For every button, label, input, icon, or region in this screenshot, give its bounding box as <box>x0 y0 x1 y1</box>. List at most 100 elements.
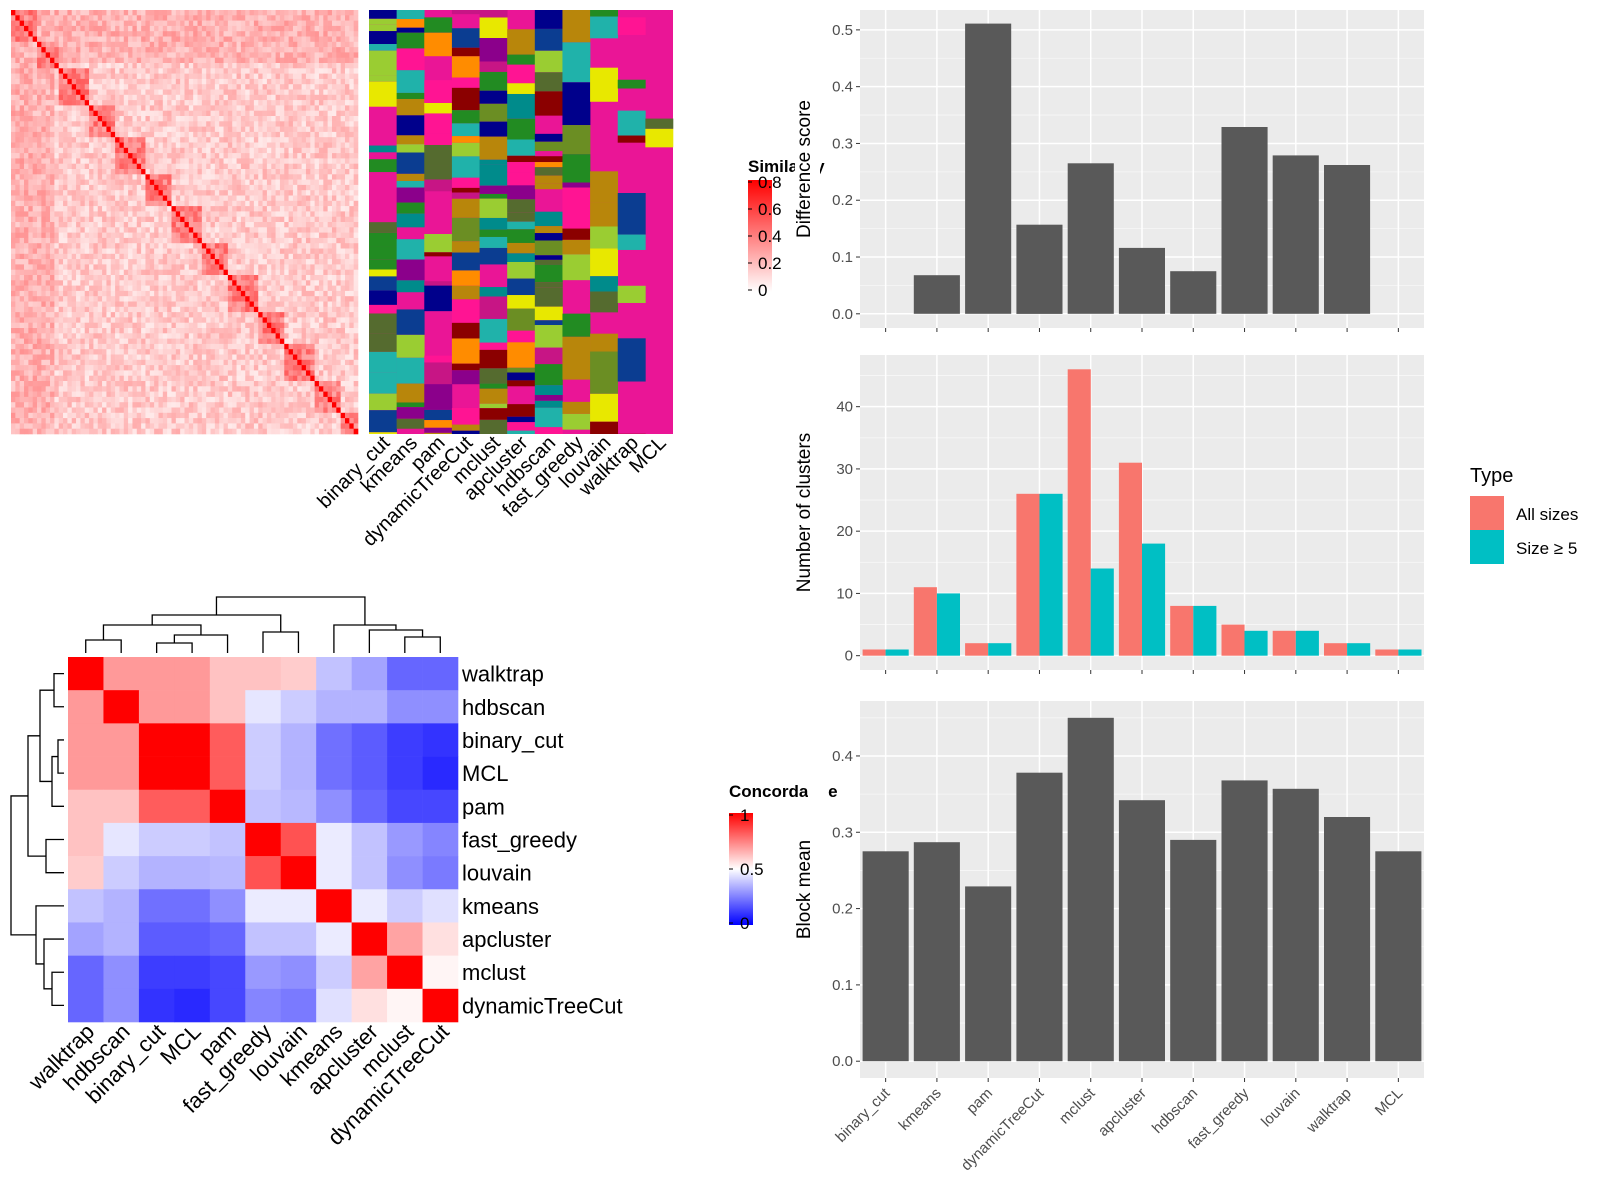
similarity-cell <box>314 179 320 186</box>
similarity-cell <box>327 248 333 255</box>
similarity-cell <box>236 68 242 74</box>
similarity-cell <box>340 312 346 318</box>
similarity-cell <box>171 169 177 175</box>
similarity-cell <box>119 301 125 308</box>
similarity-cell <box>227 78 233 85</box>
similarity-cell <box>232 232 237 239</box>
similarity-cell <box>58 184 64 191</box>
similarity-cell <box>184 131 190 138</box>
similarity-cell <box>128 52 133 58</box>
similarity-cell <box>123 285 129 292</box>
similarity-cell <box>93 312 99 318</box>
similarity-cell <box>162 137 168 143</box>
similarity-cell <box>19 47 25 53</box>
similarity-cell <box>271 200 276 207</box>
similarity-cell <box>275 52 281 58</box>
similarity-cell <box>106 47 112 53</box>
similarity-cell <box>149 301 155 308</box>
similarity-cell <box>24 328 29 334</box>
similarity-cell <box>271 153 276 159</box>
similarity-cell <box>80 20 86 27</box>
similarity-cell <box>201 78 207 85</box>
similarity-cell <box>123 232 129 239</box>
similarity-cell <box>297 259 302 265</box>
similarity-cell <box>284 142 289 149</box>
similarity-cell <box>162 227 168 233</box>
similarity-cell <box>305 41 311 48</box>
similarity-cell <box>128 142 133 149</box>
similarity-cell <box>141 163 146 170</box>
similarity-cell <box>292 63 298 69</box>
similarity-cell <box>253 174 259 180</box>
similarity-cell <box>50 20 55 27</box>
similarity-cell <box>262 41 268 48</box>
similarity-cell <box>119 89 125 96</box>
similarity-cell <box>28 206 33 212</box>
similarity-cell <box>314 63 320 69</box>
similarity-cell <box>37 126 42 133</box>
similarity-cell <box>141 301 146 308</box>
similarity-cell <box>245 179 250 186</box>
similarity-cell <box>279 84 285 90</box>
similarity-cell <box>32 253 38 260</box>
similarity-cell <box>314 195 320 202</box>
similarity-cell <box>110 301 116 308</box>
similarity-cell <box>340 52 346 58</box>
similarity-cell <box>11 301 16 308</box>
similarity-cell <box>28 31 33 37</box>
similarity-cell <box>50 301 55 308</box>
similarity-cell <box>327 179 333 186</box>
similarity-cell <box>50 243 55 249</box>
similarity-cell <box>180 232 185 239</box>
similarity-cell <box>19 285 25 292</box>
similarity-cell <box>132 47 138 53</box>
similarity-cell <box>141 25 146 32</box>
similarity-cell <box>353 264 359 270</box>
similarity-cell <box>349 190 354 196</box>
similarity-cell <box>67 306 73 313</box>
similarity-cell <box>271 63 276 69</box>
similarity-cell <box>158 222 164 228</box>
similarity-cell <box>197 184 203 191</box>
similarity-cell <box>271 94 276 101</box>
similarity-cell <box>236 36 242 43</box>
similarity-cell <box>188 275 194 281</box>
similarity-cell <box>132 195 138 202</box>
similarity-cell <box>340 232 346 239</box>
similarity-cell <box>245 237 250 244</box>
similarity-cell <box>76 179 81 186</box>
similarity-cell <box>206 232 211 239</box>
similarity-cell <box>19 232 25 239</box>
similarity-cell <box>162 184 168 191</box>
similarity-cell <box>305 243 311 249</box>
similarity-cell <box>24 306 29 313</box>
similarity-cell <box>45 222 51 228</box>
similarity-cell <box>236 169 242 175</box>
similarity-cell <box>249 163 255 170</box>
similarity-cell <box>102 94 107 101</box>
similarity-cell <box>154 190 159 196</box>
similarity-cell <box>76 36 81 43</box>
similarity-cell <box>115 158 120 164</box>
similarity-cell <box>188 153 194 159</box>
similarity-cell <box>32 137 38 143</box>
similarity-cell <box>63 100 68 106</box>
similarity-cell <box>158 137 164 143</box>
similarity-cell <box>188 89 194 96</box>
similarity-cell <box>279 216 285 223</box>
similarity-cell <box>275 84 281 90</box>
similarity-cell <box>110 322 116 329</box>
similarity-cell <box>262 275 268 281</box>
similarity-cell <box>232 126 237 133</box>
similarity-cell <box>201 222 207 228</box>
similarity-cell <box>344 105 350 111</box>
similarity-cell <box>171 131 177 138</box>
similarity-cell <box>162 290 168 297</box>
similarity-cell <box>301 169 307 175</box>
similarity-cell <box>123 78 129 85</box>
similarity-cell <box>327 264 333 270</box>
similarity-cell <box>76 190 81 196</box>
similarity-cell <box>80 73 86 80</box>
similarity-cell <box>206 296 211 302</box>
similarity-cell <box>158 206 164 212</box>
